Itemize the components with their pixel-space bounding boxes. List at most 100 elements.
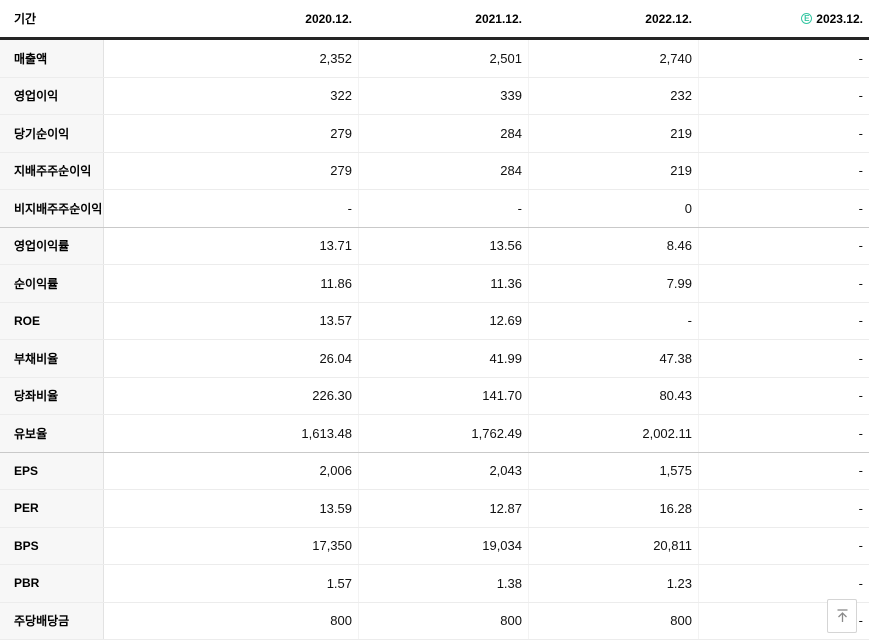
cell-value: 2,352 — [319, 50, 352, 66]
cell-value: 279 — [330, 163, 352, 179]
cell-value: 1.23 — [528, 565, 698, 602]
cell-value: - — [698, 377, 869, 414]
cell-value: 1.57 — [326, 575, 352, 591]
cell-value: 0 — [528, 190, 698, 227]
column-header-2022-12: 2022.12. — [645, 11, 692, 26]
row-label: ROE — [0, 302, 104, 339]
column-header-2023-12-estimate: E 2023.12. — [698, 0, 869, 37]
row-label: 순이익률 — [0, 265, 104, 302]
table-row: 비지배주주순이익 - -0- — [0, 190, 869, 228]
cell-value: - — [698, 527, 869, 564]
table-row: 영업이익 322 339 232- — [0, 77, 869, 115]
table-row: 당기순이익 279 284 219- — [0, 115, 869, 153]
cell-value: 1,762.49 — [358, 415, 528, 452]
cell-value: - — [698, 490, 869, 527]
cell-value: 2,006 — [319, 463, 352, 479]
cell-value: - — [698, 415, 869, 452]
cell-value: 11.36 — [358, 265, 528, 302]
cell-value: 19,034 — [358, 527, 528, 564]
table-header-row: 기간 2020.12. 2021.12. 2022.12. E 2023.12. — [0, 0, 869, 40]
cell-value: - — [698, 565, 869, 602]
column-header-2021-12: 2021.12. — [475, 11, 522, 26]
cell-value: - — [347, 200, 352, 216]
table-row: 부채비율 26.04 41.99 47.38- — [0, 340, 869, 378]
cell-value: 13.71 — [319, 238, 352, 254]
row-label: 당좌비율 — [0, 377, 104, 414]
cell-value: 339 — [358, 77, 528, 114]
column-header-label: 2023.12. — [816, 11, 863, 26]
cell-value: 17,350 — [312, 538, 352, 554]
table-row: 지배주주순이익 279 284 219- — [0, 152, 869, 190]
cell-value: - — [698, 302, 869, 339]
table-row: 영업이익률 13.71 13.56 8.46- — [0, 227, 869, 265]
cell-value: 47.38 — [528, 340, 698, 377]
cell-value: 13.59 — [319, 500, 352, 516]
cell-value: 800 — [330, 613, 352, 629]
cell-value: 2,043 — [358, 452, 528, 489]
table-body: 매출액 2,352 2,501 2,740- 영업이익 322 339 232- 당기순이익 27… — [0, 40, 869, 640]
table-row: PER 13.59 12.87 16.28- — [0, 490, 869, 528]
cell-value: 12.87 — [358, 490, 528, 527]
cell-value: - — [698, 452, 869, 489]
cell-value: 226.30 — [312, 388, 352, 404]
cell-value: 322 — [330, 88, 352, 104]
cell-value: 80.43 — [528, 377, 698, 414]
table-row: 당좌비율 226.30 141.70 80.43- — [0, 377, 869, 415]
cell-value: 13.57 — [319, 313, 352, 329]
scroll-to-top-button[interactable] — [827, 599, 857, 633]
cell-value: 26.04 — [319, 350, 352, 366]
row-label: 당기순이익 — [0, 115, 104, 152]
table-row: 순이익률 11.86 11.36 7.99- — [0, 265, 869, 303]
table-row: EPS 2,006 2,043 1,575- — [0, 452, 869, 490]
row-label: BPS — [0, 527, 104, 564]
cell-value: 1,575 — [528, 452, 698, 489]
cell-value: - — [698, 265, 869, 302]
row-label: 주당배당금 — [0, 602, 104, 639]
cell-value: 800 — [528, 602, 698, 639]
row-label: 영업이익률 — [0, 227, 104, 264]
cell-value: - — [698, 77, 869, 114]
cell-value: 13.56 — [358, 227, 528, 264]
cell-value: - — [698, 340, 869, 377]
arrow-to-top-icon — [835, 608, 850, 624]
row-label: 유보율 — [0, 415, 104, 452]
cell-value: - — [698, 115, 869, 152]
cell-value: 232 — [528, 77, 698, 114]
cell-value: 2,740 — [528, 40, 698, 77]
cell-value: - — [358, 190, 528, 227]
row-label: 지배주주순이익 — [0, 152, 104, 189]
row-label: 비지배주주순이익 — [0, 190, 104, 227]
cell-value: 219 — [528, 115, 698, 152]
table-row: PBR 1.57 1.38 1.23- — [0, 565, 869, 603]
cell-value: 2,002.11 — [528, 415, 698, 452]
row-label: 매출액 — [0, 40, 104, 77]
cell-value: 12.69 — [358, 302, 528, 339]
cell-value: 7.99 — [528, 265, 698, 302]
table-row: 매출액 2,352 2,501 2,740- — [0, 40, 869, 78]
cell-value: 141.70 — [358, 377, 528, 414]
column-header-2020-12: 2020.12. — [305, 11, 352, 26]
cell-value: 284 — [358, 115, 528, 152]
cell-value: - — [528, 302, 698, 339]
table-row: BPS 17,350 19,034 20,811- — [0, 527, 869, 565]
table-row: ROE 13.57 12.69- - — [0, 302, 869, 340]
cell-value: 2,501 — [358, 40, 528, 77]
cell-value: 41.99 — [358, 340, 528, 377]
cell-value: 11.86 — [320, 275, 352, 291]
period-header-cell: 기간 — [14, 12, 37, 26]
table-row: 주당배당금 800 800 800- — [0, 602, 869, 640]
estimate-icon: E — [801, 13, 813, 24]
cell-value: 219 — [528, 152, 698, 189]
row-label: EPS — [0, 452, 104, 489]
cell-value: - — [698, 40, 869, 77]
table-row: 유보율 1,613.48 1,762.49 2,002.11- — [0, 415, 869, 453]
cell-value: 8.46 — [528, 227, 698, 264]
cell-value: 1.38 — [358, 565, 528, 602]
cell-value: 279 — [330, 125, 352, 141]
row-label: 부채비율 — [0, 340, 104, 377]
cell-value: - — [698, 190, 869, 227]
cell-value: 1,613.48 — [301, 425, 352, 441]
row-label: 영업이익 — [0, 77, 104, 114]
cell-value: - — [698, 152, 869, 189]
cell-value: 800 — [358, 602, 528, 639]
